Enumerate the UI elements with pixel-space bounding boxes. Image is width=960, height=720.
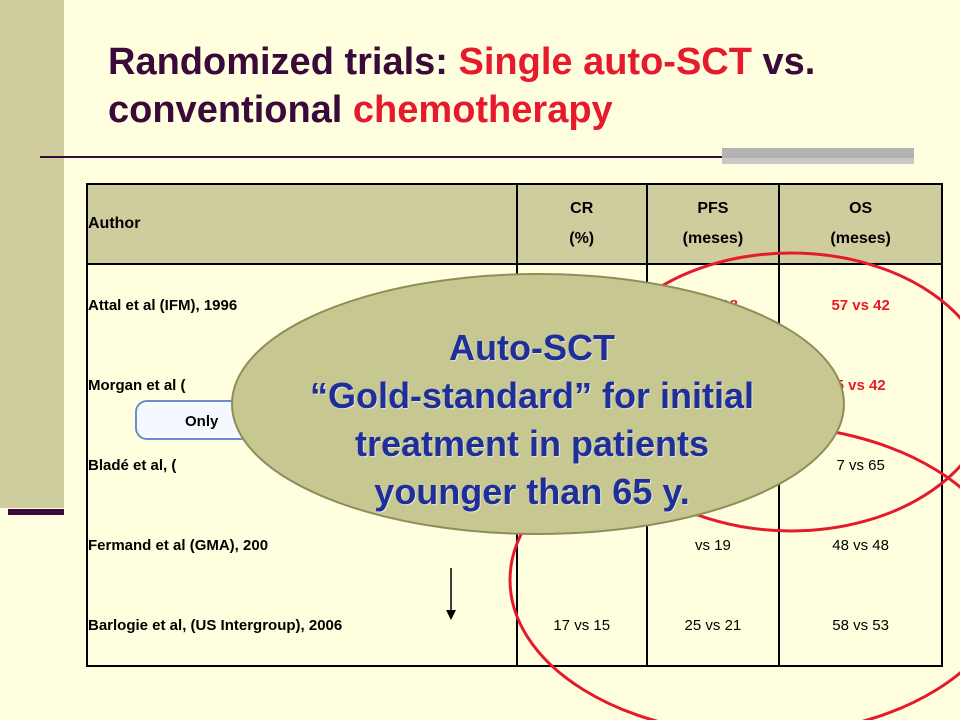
callout-line-2: “Gold-standard” for initial bbox=[262, 372, 802, 420]
callout-line-3: treatment in patients bbox=[262, 420, 802, 468]
callout-line-4: younger than 65 y. bbox=[262, 468, 802, 516]
arrow-head-icon bbox=[446, 610, 456, 620]
callout-line-1: Auto-SCT bbox=[262, 324, 802, 372]
callout-text: Auto-SCT “Gold-standard” for initial tre… bbox=[262, 324, 802, 516]
